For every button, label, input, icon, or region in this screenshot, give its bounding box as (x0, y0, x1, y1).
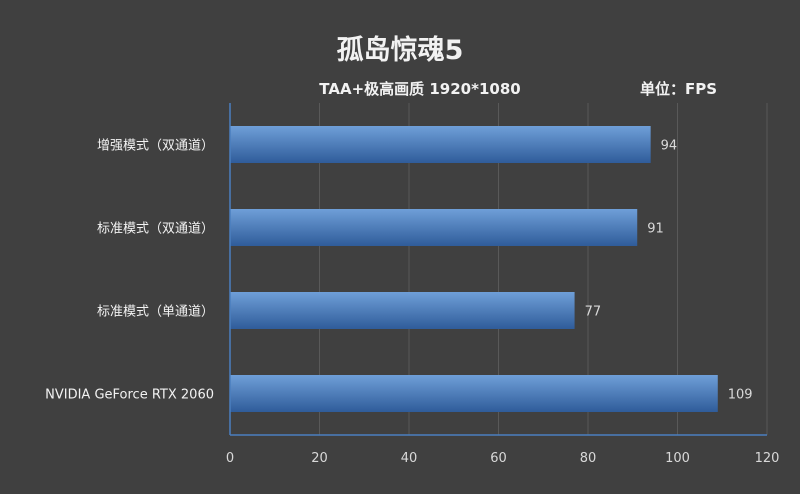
data-label: 77 (585, 305, 602, 320)
data-label: 109 (728, 388, 753, 403)
category-label: 增强模式（双通道） (97, 139, 214, 154)
bar (230, 292, 575, 329)
category-label: NVIDIA GeForce RTX 2060 (45, 388, 214, 403)
x-tick-label: 120 (755, 451, 780, 466)
category-label: 标准模式（单通道） (97, 305, 214, 320)
labels: 0 20 40 60 80 100 120 增强模式（双通道） 94 标准模式（双通道） 91 标准模… (45, 139, 779, 467)
bar (230, 209, 638, 246)
chart-title: 孤岛惊魂5 (336, 35, 464, 66)
chart-subtitle: TAA+极高画质 1920*1080 (319, 80, 521, 98)
axes (229, 103, 767, 436)
unit-label: 单位：FPS (640, 80, 718, 98)
x-tick-label: 0 (226, 451, 234, 466)
x-tick-label: 20 (311, 451, 328, 466)
x-tick-label: 40 (401, 451, 418, 466)
x-tick-label: 100 (665, 451, 690, 466)
data-label: 91 (647, 222, 664, 237)
category-label: 标准模式（双通道） (97, 222, 214, 237)
bars (230, 126, 718, 412)
data-label: 94 (661, 139, 678, 154)
bar (230, 126, 651, 163)
x-tick-label: 60 (490, 451, 507, 466)
bar (230, 375, 718, 412)
x-tick-label: 80 (580, 451, 597, 466)
